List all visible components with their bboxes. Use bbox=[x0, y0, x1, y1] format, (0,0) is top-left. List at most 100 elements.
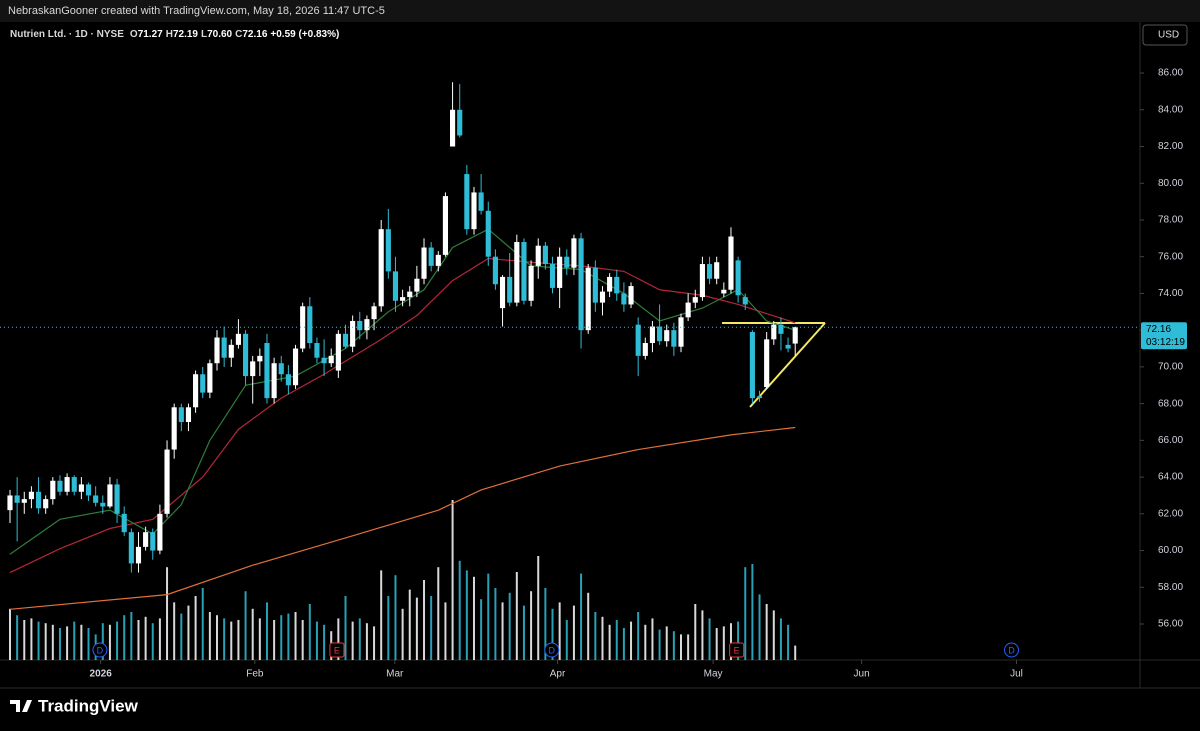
volume-bar bbox=[37, 621, 40, 660]
volume-bar bbox=[587, 592, 590, 660]
volume-bar bbox=[137, 620, 140, 660]
candle-body bbox=[714, 262, 720, 279]
candle-body bbox=[514, 242, 520, 303]
candle-body bbox=[285, 374, 291, 386]
y-tick-label: 80.00 bbox=[1158, 178, 1183, 189]
volume-bar bbox=[715, 628, 718, 660]
candle-body bbox=[742, 297, 748, 305]
candle-body bbox=[292, 348, 299, 386]
candle-body bbox=[535, 245, 541, 266]
candle-body bbox=[71, 477, 77, 492]
volume-bar bbox=[787, 624, 790, 660]
volume-bar bbox=[694, 604, 697, 660]
volume-bar bbox=[765, 604, 768, 660]
volume-bar bbox=[651, 618, 654, 660]
volume-bar bbox=[180, 613, 183, 660]
y-tick-label: 82.00 bbox=[1158, 141, 1183, 152]
moving-average bbox=[9, 257, 796, 574]
candle-body bbox=[171, 407, 177, 450]
volume-bar bbox=[522, 605, 525, 660]
candle-body bbox=[435, 254, 441, 266]
volume-bar bbox=[301, 620, 304, 660]
volume-bar bbox=[637, 612, 640, 660]
candle-body bbox=[7, 495, 13, 511]
currency[interactable]: USD bbox=[1158, 30, 1179, 41]
candle-body bbox=[657, 326, 663, 342]
candle-body bbox=[278, 363, 284, 375]
volume-bar bbox=[237, 620, 240, 660]
candle-body bbox=[499, 276, 506, 309]
candle-body bbox=[378, 229, 384, 307]
candle-body bbox=[364, 319, 370, 331]
credit: NebraskanGooner created with TradingView… bbox=[8, 5, 385, 17]
volume-bar bbox=[644, 624, 647, 660]
change: +0.59 (+0.83%) bbox=[270, 29, 339, 40]
volume-bar bbox=[351, 621, 354, 660]
candle-body bbox=[792, 327, 798, 344]
candle-body bbox=[642, 343, 648, 356]
candle-body bbox=[621, 293, 627, 305]
volume-bar bbox=[572, 605, 575, 660]
volume-bar bbox=[130, 612, 133, 660]
candle-body bbox=[521, 242, 527, 301]
candle-body bbox=[100, 502, 106, 507]
volume-bar bbox=[323, 624, 326, 660]
volume-bar bbox=[80, 624, 83, 660]
volume-bar bbox=[73, 621, 76, 660]
candle-body bbox=[421, 247, 427, 279]
volume-bar bbox=[722, 626, 725, 660]
candle-body bbox=[749, 332, 755, 399]
x-tick-label: Mar bbox=[386, 669, 404, 680]
volume-bar bbox=[501, 602, 504, 660]
volume-bar bbox=[672, 631, 675, 660]
volume-bar bbox=[751, 564, 754, 660]
y-tick-label: 60.00 bbox=[1158, 545, 1183, 556]
volume-bar bbox=[358, 618, 361, 660]
candle-body bbox=[471, 192, 477, 230]
candle-body bbox=[357, 320, 363, 331]
candle-body bbox=[128, 532, 134, 564]
candle-body bbox=[350, 320, 356, 347]
y-tick-label: 58.00 bbox=[1158, 582, 1183, 593]
candle-body bbox=[678, 317, 684, 347]
volume-bar bbox=[365, 623, 368, 660]
candle-body bbox=[442, 196, 449, 255]
volume-bar bbox=[387, 596, 390, 660]
header-bar bbox=[0, 0, 1200, 22]
volume-bar bbox=[58, 628, 61, 660]
symbol: Nutrien Ltd. · 1D · NYSE bbox=[10, 29, 124, 40]
volume-bar bbox=[308, 604, 311, 660]
ohlc-prefix: O bbox=[130, 29, 138, 40]
volume-bar bbox=[23, 620, 26, 660]
volume-bar bbox=[108, 624, 111, 660]
volume-bar bbox=[615, 620, 618, 660]
volume-bar bbox=[401, 608, 404, 660]
volume-bar bbox=[16, 615, 19, 660]
candle-body bbox=[428, 247, 434, 266]
price-label-box bbox=[1141, 322, 1187, 350]
event-label: D bbox=[1008, 645, 1015, 655]
volume-bar bbox=[408, 589, 411, 660]
candle-body bbox=[235, 333, 241, 345]
y-tick-label: 84.00 bbox=[1158, 104, 1183, 115]
currency-button[interactable] bbox=[1142, 24, 1188, 46]
volume-bar bbox=[487, 573, 490, 660]
y-tick-label: 66.00 bbox=[1158, 435, 1183, 446]
volume-bar bbox=[51, 624, 54, 660]
volume-bar bbox=[465, 570, 468, 660]
y-tick-label: 56.00 bbox=[1158, 619, 1183, 630]
y-tick-label: 62.00 bbox=[1158, 508, 1183, 519]
candle-body bbox=[450, 109, 456, 147]
volume-bar bbox=[551, 608, 554, 660]
candle-body bbox=[392, 271, 399, 301]
candle-body bbox=[507, 276, 513, 303]
y-tick-label: 86.00 bbox=[1158, 68, 1183, 79]
candle-body bbox=[85, 484, 92, 496]
volume-bar bbox=[294, 612, 297, 660]
candle-body bbox=[557, 256, 563, 288]
candle-body bbox=[664, 330, 670, 342]
candle-body bbox=[107, 484, 113, 507]
volume-bar bbox=[194, 596, 197, 660]
candle-body bbox=[271, 363, 277, 399]
countdown: 03:12:19 bbox=[1146, 337, 1185, 348]
